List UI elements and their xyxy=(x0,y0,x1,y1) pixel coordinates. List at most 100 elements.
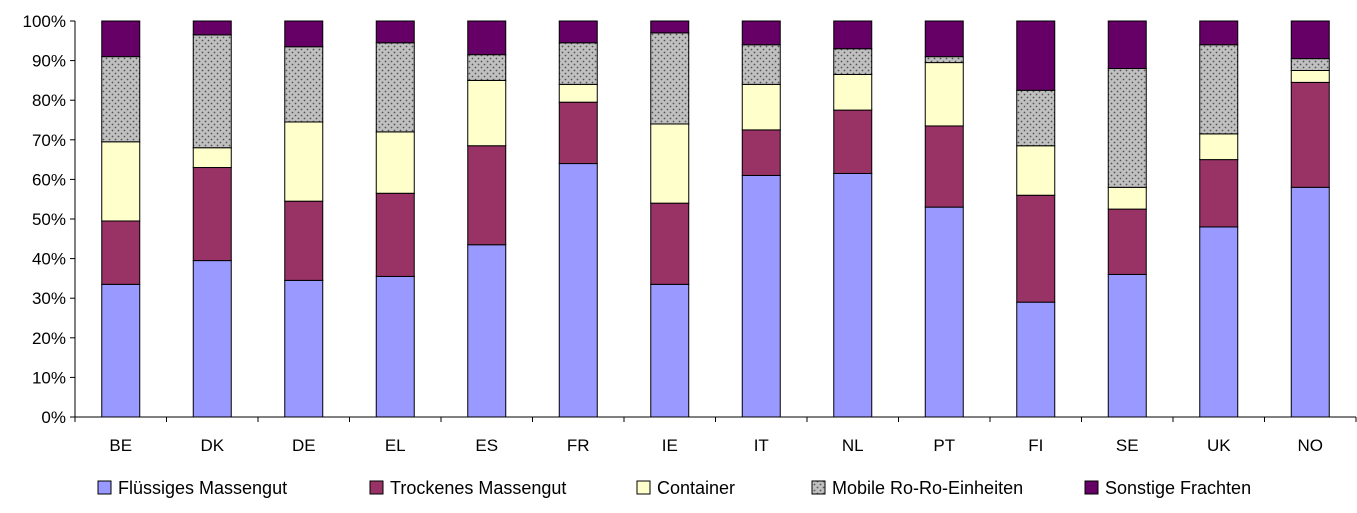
y-tick-label: 90% xyxy=(32,52,66,71)
bar-segment xyxy=(284,200,324,281)
bar-stack xyxy=(741,20,781,418)
x-tick-label: IE xyxy=(662,436,678,455)
bar-segment xyxy=(924,125,964,208)
bar-segment xyxy=(741,174,781,418)
bar-segment xyxy=(375,275,415,418)
bar-segment xyxy=(924,56,964,64)
bar-segment xyxy=(1199,159,1239,228)
legend-swatch xyxy=(97,480,112,495)
y-tick-label: 60% xyxy=(32,170,66,189)
x-tick-label: FR xyxy=(567,436,590,455)
bar-segment xyxy=(1107,273,1147,418)
x-tick-label: IT xyxy=(754,436,769,455)
bar-segment xyxy=(650,283,690,418)
bar-segment xyxy=(467,20,507,56)
x-tick-label: NO xyxy=(1298,436,1324,455)
bar-segment xyxy=(558,42,598,85)
bar-stack xyxy=(924,20,964,418)
bar-stack xyxy=(192,20,232,418)
bar-segment xyxy=(101,141,141,222)
bar-segment xyxy=(741,20,781,46)
x-tick-label: DK xyxy=(200,436,224,455)
bar-stack xyxy=(1199,20,1239,418)
bar-segment xyxy=(1199,44,1239,135)
y-tick-label: 40% xyxy=(32,250,66,269)
bar-stack xyxy=(1016,20,1056,418)
bar-segment xyxy=(467,79,507,147)
bar-segment xyxy=(650,20,690,34)
x-tick-label: NL xyxy=(842,436,864,455)
bar-segment xyxy=(650,32,690,125)
bar-segment xyxy=(284,20,324,48)
x-tick-label: FI xyxy=(1028,436,1043,455)
bar-segment xyxy=(833,109,873,174)
bar-segment xyxy=(467,244,507,418)
bar-segment xyxy=(741,129,781,176)
bar-segment xyxy=(1199,226,1239,418)
y-tick-label: 100% xyxy=(23,12,66,31)
labels-group: 0% 10% 20% 30% 40% 50% 60% 70% 80% 90% 100% BE DK DE E… xyxy=(23,12,1323,455)
bar-segment xyxy=(192,260,232,418)
bar-segment xyxy=(467,54,507,81)
bar-segment xyxy=(1016,301,1056,418)
bar-segment xyxy=(1290,20,1330,60)
bar-segment xyxy=(833,172,873,418)
axes-group xyxy=(70,20,1357,422)
bar-segment xyxy=(192,147,232,169)
bar-stack xyxy=(1107,20,1147,418)
legend-label: Trockenes Massengut xyxy=(390,478,566,498)
bar-segment xyxy=(1290,58,1330,71)
legend-swatch xyxy=(811,480,826,495)
bar-segment xyxy=(101,283,141,418)
bar-stack xyxy=(558,20,598,418)
bar-segment xyxy=(1107,186,1147,210)
bar-segment xyxy=(284,279,324,418)
x-tick-label: EL xyxy=(385,436,406,455)
bar-segment xyxy=(741,83,781,131)
y-tick-label: 70% xyxy=(32,131,66,150)
bar-stack xyxy=(650,20,690,418)
bar-segment xyxy=(558,83,598,103)
bar-segment xyxy=(924,62,964,127)
bar-segment xyxy=(833,20,873,50)
legend-item: Trockenes Massengut xyxy=(369,478,566,498)
legend-item: Sonstige Frachten xyxy=(1084,478,1251,498)
bar-segment xyxy=(375,192,415,277)
bar-segment xyxy=(284,121,324,202)
bars-group xyxy=(101,20,1330,418)
legend-label: Sonstige Frachten xyxy=(1105,478,1251,498)
bar-segment xyxy=(467,145,507,246)
bar-segment xyxy=(101,56,141,143)
bar-segment xyxy=(1016,89,1056,147)
bar-segment xyxy=(192,167,232,262)
legend-item: Mobile Ro-Ro-Einheiten xyxy=(811,478,1023,498)
bar-segment xyxy=(741,44,781,85)
bar-segment xyxy=(375,20,415,44)
bar-stack xyxy=(833,20,873,418)
bar-stack xyxy=(284,20,324,418)
bar-segment xyxy=(1290,81,1330,188)
bar-segment xyxy=(1016,20,1056,91)
bar-segment xyxy=(1016,145,1056,196)
bar-segment xyxy=(558,20,598,44)
bar-segment xyxy=(558,163,598,418)
bar-stack xyxy=(1290,20,1330,418)
bar-segment xyxy=(375,131,415,194)
y-tick-label: 0% xyxy=(41,408,66,427)
legend-swatch xyxy=(1084,480,1099,495)
bar-segment xyxy=(650,202,690,285)
legend-item: Container xyxy=(636,478,735,498)
y-tick-label: 10% xyxy=(32,368,66,387)
bar-segment xyxy=(101,220,141,285)
legend-item: Flüssiges Massengut xyxy=(97,478,287,498)
bar-segment xyxy=(650,123,690,204)
bar-segment xyxy=(375,42,415,133)
legend-swatch xyxy=(636,480,651,495)
y-tick-label: 30% xyxy=(32,289,66,308)
bar-stack xyxy=(375,20,415,418)
bar-segment xyxy=(1107,208,1147,275)
legend-label: Container xyxy=(657,478,735,498)
x-tick-label: DE xyxy=(292,436,316,455)
